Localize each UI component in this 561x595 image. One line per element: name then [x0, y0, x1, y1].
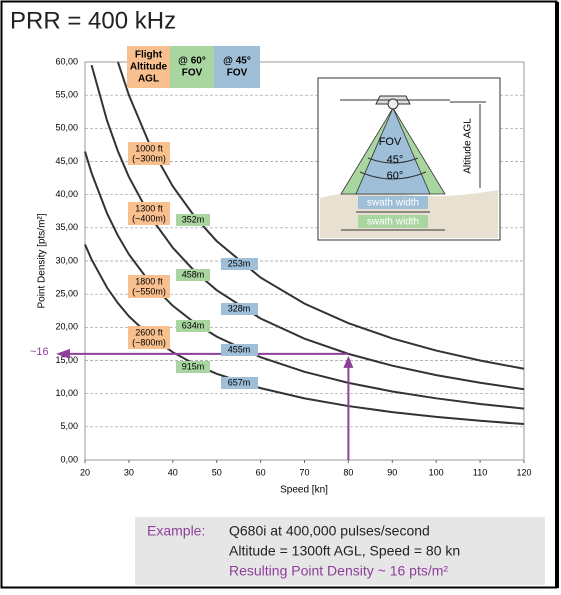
y-tick-label: 0,00: [60, 454, 78, 464]
highlight-label: ~16: [30, 346, 49, 358]
chart: PRR = 400 kHz Point Density [pts/m²] Spe…: [0, 0, 561, 590]
altitude-label: 2600 ft: [135, 327, 163, 337]
altitude-label: (~300m): [132, 153, 166, 163]
altitude-label: 1300 ft: [135, 203, 163, 213]
example-line: Altitude = 1300ft AGL, Speed = 80 kn: [229, 543, 460, 559]
fov-label: FOV: [379, 136, 402, 148]
swath-45-label: swath width: [367, 198, 419, 209]
angle-60-label: 60°: [387, 170, 404, 182]
swath-45-label: 253m: [228, 258, 251, 268]
y-tick-label: 5,00: [60, 421, 78, 431]
header-text: @ 60°: [178, 56, 206, 67]
swath-45-label: 328m: [228, 303, 251, 313]
y-tick-label: 10,00: [55, 388, 78, 398]
angle-45-label: 45°: [387, 154, 404, 166]
x-tick-label: 20: [80, 467, 90, 477]
swath-60-label: 352m: [182, 214, 205, 224]
y-tick-label: 40,00: [55, 189, 78, 199]
inset-diagram: FOV 45° 60° Altitude AGL swath width swa…: [318, 78, 500, 240]
altitude-label: Altitude AGL: [463, 118, 474, 174]
swath-60-label: 634m: [182, 320, 205, 330]
y-tick-label: 60,00: [55, 56, 78, 66]
y-tick-label: 20,00: [55, 322, 78, 332]
y-tick-label: 30,00: [55, 255, 78, 265]
altitude-label: 1000 ft: [135, 143, 163, 153]
swath-45-label: 657m: [228, 377, 251, 387]
altitude-label: 1800 ft: [135, 276, 163, 286]
header-text: @ 45°: [223, 56, 251, 67]
swath-45-label: 455m: [228, 344, 251, 354]
x-tick-label: 90: [387, 467, 397, 477]
x-tick-label: 110: [473, 467, 487, 477]
swath-60-label: 458m: [182, 269, 205, 279]
example-result: Resulting Point Density ~ 16 pts/m²: [229, 563, 448, 579]
header-text: FOV: [227, 68, 248, 79]
swath-60-label: 915m: [182, 361, 205, 371]
y-tick-label: 55,00: [55, 90, 78, 100]
sensor: [388, 99, 398, 109]
y-tick-label: 25,00: [55, 289, 78, 299]
header-text: Flight: [135, 50, 163, 61]
y-tick-label: 45,00: [55, 156, 78, 166]
chart-title: PRR = 400 kHz: [10, 7, 176, 34]
y-axis-label: Point Density [pts/m²]: [37, 213, 48, 308]
y-tick-label: 35,00: [55, 222, 78, 232]
header-text: Altitude: [130, 62, 168, 73]
altitude-label: (~550m): [132, 286, 166, 296]
x-tick-label: 60: [256, 467, 266, 477]
header-text: FOV: [182, 68, 203, 79]
altitude-label: (~400m): [132, 213, 166, 223]
x-tick-label: 70: [299, 467, 309, 477]
example-label: Example:: [147, 523, 205, 539]
x-tick-label: 100: [429, 467, 444, 477]
x-axis-label: Speed [kn]: [280, 485, 328, 496]
x-tick-label: 30: [124, 467, 134, 477]
y-tick-label: 50,00: [55, 123, 78, 133]
swath-60-label: swath width: [367, 217, 419, 228]
header-text: AGL: [138, 74, 159, 85]
x-tick-label: 40: [168, 467, 178, 477]
x-tick-label: 120: [516, 467, 531, 477]
x-tick-label: 80: [343, 467, 353, 477]
example-line: Q680i at 400,000 pulses/second: [229, 523, 430, 539]
altitude-label: (~800m): [132, 337, 166, 347]
x-tick-label: 50: [212, 467, 222, 477]
